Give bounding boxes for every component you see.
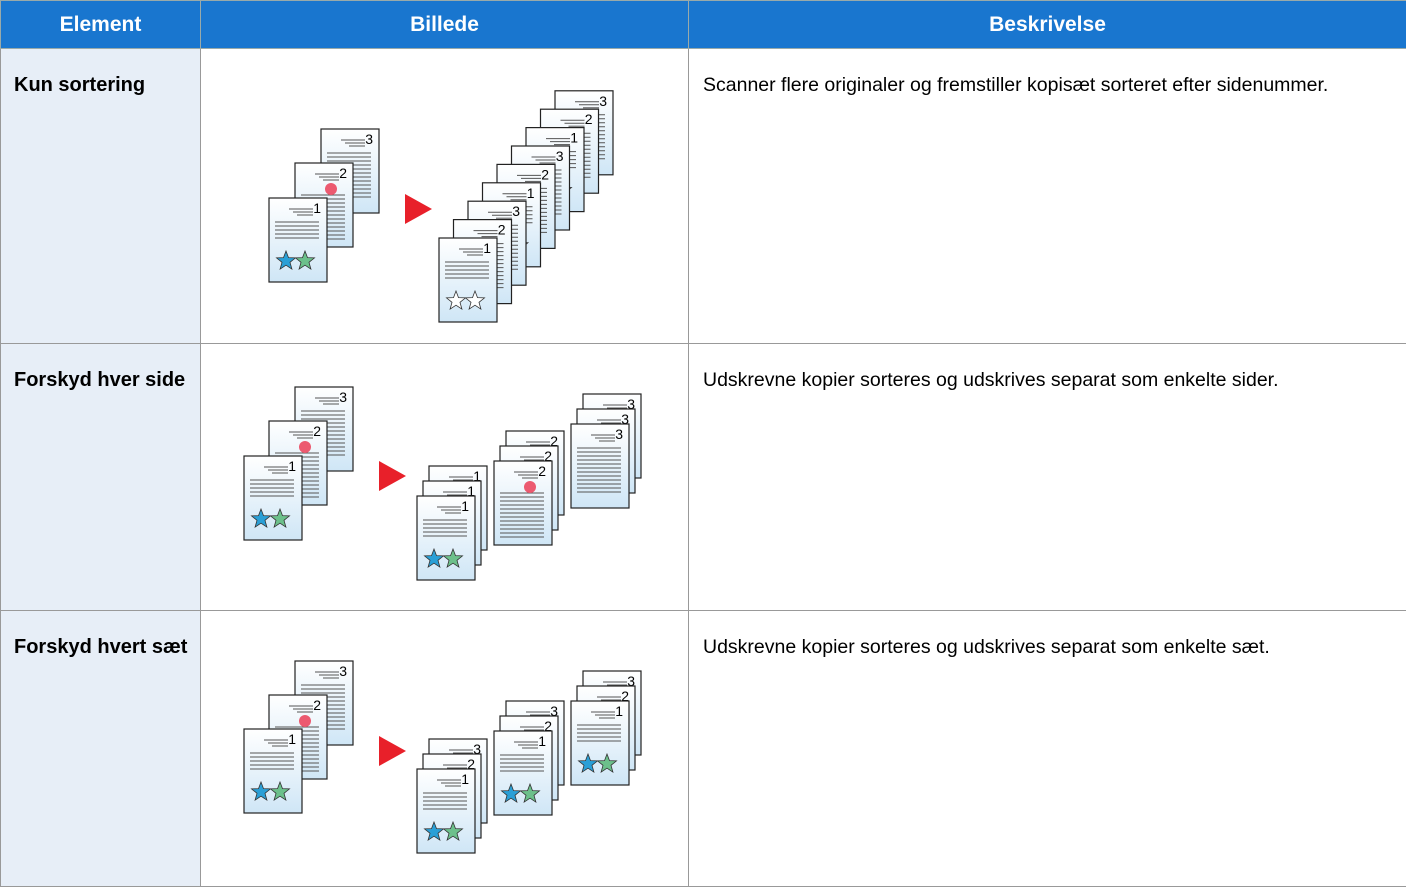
page-number: 2 (541, 166, 549, 182)
dot (299, 441, 311, 453)
header: Beskrivelse (688, 0, 1406, 49)
arrow (379, 461, 406, 491)
star (294, 249, 316, 271)
dot (524, 481, 536, 493)
arrow (379, 736, 406, 766)
page-icon: 2 (493, 460, 553, 546)
arrow (405, 194, 432, 224)
star (423, 820, 445, 842)
star (423, 547, 445, 569)
page-number: 1 (570, 130, 578, 146)
header: Element (0, 0, 201, 49)
page-icon: 1 (416, 768, 476, 854)
page-number: 3 (627, 673, 635, 689)
page-number: 1 (538, 733, 546, 749)
page-number: 2 (621, 688, 629, 704)
page-number: 3 (621, 411, 629, 427)
page-number: 1 (461, 498, 469, 514)
description: Udskrevne kopier sorteres og udskrives s… (688, 343, 1406, 611)
page-icon: 1 (243, 455, 303, 541)
page-number: 3 (339, 389, 347, 405)
page-icon: 1 (416, 495, 476, 581)
page-icon: 1 (438, 237, 498, 323)
page-number: 2 (498, 222, 506, 238)
page-number: 3 (512, 203, 520, 219)
page-number: 2 (538, 463, 546, 479)
element-name: Forskyd hver side (0, 343, 201, 611)
page-number: 3 (339, 663, 347, 679)
star (269, 507, 291, 529)
page-number: 3 (556, 148, 564, 164)
dot (299, 715, 311, 727)
page-number: 2 (544, 718, 552, 734)
page-number: 3 (473, 741, 481, 757)
star (596, 752, 618, 774)
page-number: 3 (627, 396, 635, 412)
page-number: 1 (483, 240, 491, 256)
page-number: 3 (599, 93, 607, 109)
page-number: 2 (544, 448, 552, 464)
page-number: 2 (550, 433, 558, 449)
page-number: 3 (550, 703, 558, 719)
page-icon: 1 (493, 730, 553, 816)
page-icon: 1 (570, 700, 630, 786)
element-name: Kun sortering (0, 48, 201, 344)
star (445, 289, 467, 311)
star (275, 249, 297, 271)
star (250, 507, 272, 529)
star (442, 820, 464, 842)
page-number: 2 (585, 111, 593, 127)
page-icon: 3 (570, 423, 630, 509)
header-row: Element Billede Beskrivelse (0, 0, 1406, 49)
star (519, 782, 541, 804)
page-number: 1 (461, 771, 469, 787)
star (464, 289, 486, 311)
star (250, 780, 272, 802)
page-number: 1 (288, 458, 296, 474)
page-number: 2 (313, 697, 321, 713)
page-number: 3 (615, 426, 623, 442)
star (269, 780, 291, 802)
star (442, 547, 464, 569)
page-number: 3 (365, 131, 373, 147)
star (500, 782, 522, 804)
description: Udskrevne kopier sorteres og udskrives s… (688, 610, 1406, 887)
page-number: 1 (313, 200, 321, 216)
page-number: 2 (313, 423, 321, 439)
page-number: 1 (615, 703, 623, 719)
page-number: 1 (527, 185, 535, 201)
page-icon: 1 (243, 728, 303, 814)
page-number: 1 (467, 483, 475, 499)
page-number: 2 (339, 165, 347, 181)
header: Billede (200, 0, 689, 49)
description: Scanner flere originaler og fremstiller … (688, 48, 1406, 344)
element-name: Forskyd hvert sæt (0, 610, 201, 887)
star (577, 752, 599, 774)
page-number: 1 (288, 731, 296, 747)
page-number: 2 (467, 756, 475, 772)
page-number: 1 (473, 468, 481, 484)
dot (325, 183, 337, 195)
page-icon: 1 (268, 197, 328, 283)
